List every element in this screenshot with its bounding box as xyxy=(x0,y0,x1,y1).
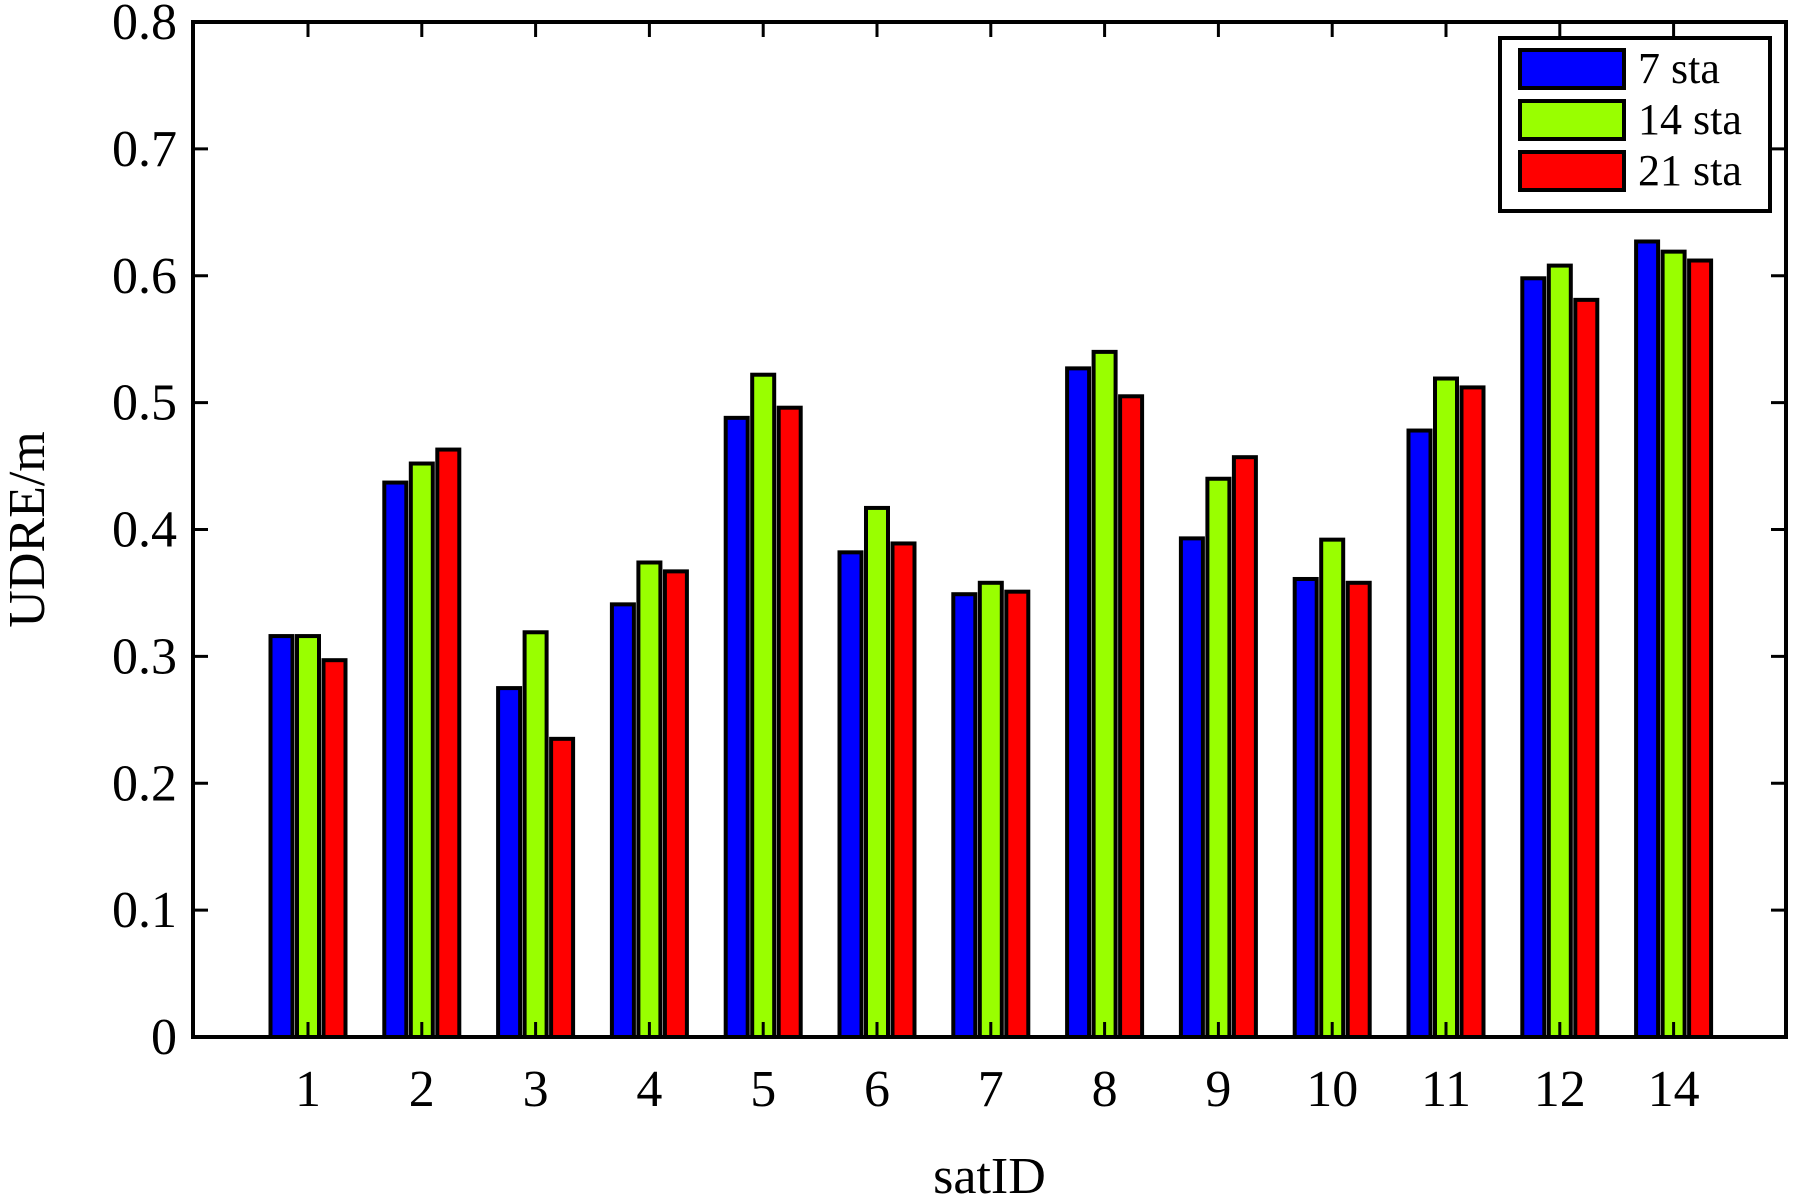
x-tick-label: 1 xyxy=(295,1061,321,1118)
x-tick-label: 8 xyxy=(1092,1061,1118,1118)
bar-14-sta-12 xyxy=(1546,263,1573,1040)
y-tick-label: 0.2 xyxy=(112,755,177,812)
bar-7-sta-10 xyxy=(1292,576,1319,1039)
bar-14-sta-3 xyxy=(522,630,549,1039)
bar-14-sta-10 xyxy=(1319,537,1346,1040)
y-tick-label: 0.1 xyxy=(112,882,177,939)
legend-swatch xyxy=(1518,48,1626,90)
y-axis-label: UDRE/m xyxy=(0,431,56,627)
x-axis-ticks: 1 2 3 4 5 6 7 8 9 10 11 12 14 xyxy=(295,22,1700,1118)
y-axis-ticks: 0 0.1 0.2 0.3 0.4 0.5 0.6 0.7 0.8 xyxy=(112,0,1786,1066)
bar-21-sta-2 xyxy=(435,447,462,1040)
y-tick-label: 0.5 xyxy=(112,375,177,432)
y-tick-label: 0.3 xyxy=(112,628,177,685)
bar-21-sta-1 xyxy=(321,658,348,1040)
y-tick-label: 0.6 xyxy=(112,248,177,305)
bar-7-sta-9 xyxy=(1178,536,1205,1039)
bar-14-sta-8 xyxy=(1091,349,1118,1039)
bar-21-sta-14 xyxy=(1687,258,1714,1039)
x-tick-label: 11 xyxy=(1421,1061,1471,1118)
x-tick-label: 10 xyxy=(1306,1061,1358,1118)
legend-label: 7 sta xyxy=(1638,44,1720,93)
y-tick-label: 0.4 xyxy=(112,502,177,559)
bar-21-sta-11 xyxy=(1459,385,1486,1039)
x-tick-label: 9 xyxy=(1205,1061,1231,1118)
bar-7-sta-4 xyxy=(609,602,636,1039)
x-axis-label: satID xyxy=(933,1148,1046,1204)
y-tick-label: 0 xyxy=(151,1009,177,1066)
bar-21-sta-12 xyxy=(1573,297,1600,1039)
bar-21-sta-4 xyxy=(662,569,689,1040)
x-tick-label: 7 xyxy=(978,1061,1004,1118)
bar-21-sta-8 xyxy=(1118,394,1145,1039)
bar-21-sta-6 xyxy=(890,541,917,1039)
bar-7-sta-7 xyxy=(951,592,978,1039)
bar-21-sta-5 xyxy=(776,405,803,1039)
y-tick-label: 0.8 xyxy=(112,0,177,51)
bar-7-sta-12 xyxy=(1520,276,1547,1040)
bar-14-sta-6 xyxy=(864,505,890,1039)
bar-14-sta-9 xyxy=(1205,476,1232,1039)
legend-label: 14 sta xyxy=(1638,95,1742,144)
bar-14-sta-5 xyxy=(750,372,777,1039)
bar-21-sta-7 xyxy=(1004,589,1031,1039)
x-tick-label: 12 xyxy=(1534,1061,1586,1118)
y-tick-label: 0.7 xyxy=(112,121,177,178)
legend-swatch xyxy=(1518,99,1626,141)
bar-21-sta-3 xyxy=(549,736,576,1039)
bar-7-sta-2 xyxy=(382,480,409,1039)
bar-7-sta-8 xyxy=(1065,366,1092,1039)
bar-14-sta-7 xyxy=(977,580,1004,1039)
x-tick-label: 14 xyxy=(1648,1061,1700,1118)
bars-layer xyxy=(268,239,1714,1040)
x-tick-label: 5 xyxy=(750,1061,776,1118)
bar-7-sta-1 xyxy=(268,634,295,1039)
bar-7-sta-6 xyxy=(837,550,864,1040)
bar-14-sta-4 xyxy=(636,560,663,1039)
bar-21-sta-9 xyxy=(1231,455,1258,1039)
x-tick-label: 3 xyxy=(523,1061,549,1118)
x-tick-label: 4 xyxy=(636,1061,662,1118)
bar-14-sta-1 xyxy=(295,634,321,1039)
legend-swatch xyxy=(1518,150,1626,192)
bar-7-sta-14 xyxy=(1634,239,1661,1039)
bar-7-sta-5 xyxy=(723,415,750,1040)
bar-14-sta-11 xyxy=(1433,376,1459,1039)
x-tick-label: 6 xyxy=(864,1061,890,1118)
bar-14-sta-14 xyxy=(1660,249,1687,1040)
plot-frame xyxy=(191,20,1788,1039)
bar-7-sta-3 xyxy=(496,686,523,1039)
legend-label: 21 sta xyxy=(1638,146,1742,195)
bar-21-sta-10 xyxy=(1345,580,1372,1039)
x-tick-label: 2 xyxy=(409,1061,435,1118)
bar-14-sta-2 xyxy=(408,461,435,1039)
bar-7-sta-11 xyxy=(1406,428,1433,1040)
